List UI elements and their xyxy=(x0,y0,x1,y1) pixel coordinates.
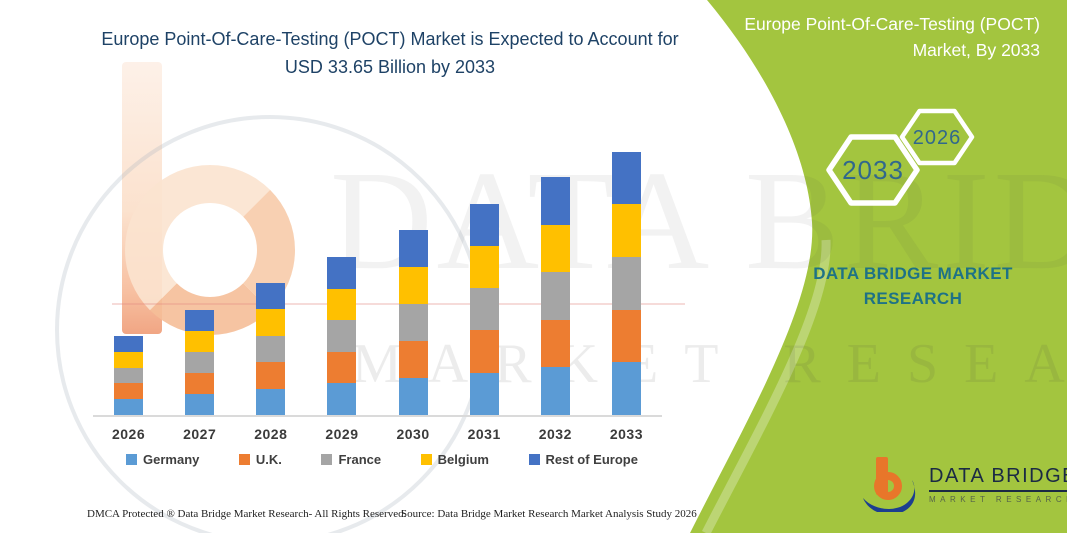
segment-belgium-2032 xyxy=(540,224,570,273)
legend-swatch-icon xyxy=(238,454,250,465)
segment-rest-of-europe-2027 xyxy=(185,310,215,331)
segment-belgium-2028 xyxy=(256,309,286,336)
x-tick-2033: 2033 xyxy=(609,426,644,442)
segment-germany-2027 xyxy=(185,394,215,415)
brand-wordmark-green-area: DATA BRIDGE MARKET RESEARCH xyxy=(813,264,1013,308)
segment-belgium-2033 xyxy=(611,204,641,257)
segment-u-k--2030 xyxy=(398,341,428,378)
segment-belgium-2027 xyxy=(185,331,215,352)
footer-source-text: Source: Data Bridge Market Research Mark… xyxy=(401,508,697,520)
logo-tagline: MARKET RESEARCH xyxy=(929,494,1067,504)
segment-rest-of-europe-2032 xyxy=(540,177,570,225)
legend-swatch-icon xyxy=(321,454,333,465)
segment-rest-of-europe-2026 xyxy=(114,336,144,352)
legend: Germany U.K. France Belgium Rest of Europe xyxy=(126,452,638,467)
legend-swatch-icon xyxy=(528,454,540,465)
bar-2031 xyxy=(449,135,520,415)
segment-u-k--2031 xyxy=(469,330,499,373)
segment-rest-of-europe-2028 xyxy=(256,283,286,310)
legend-label: Germany xyxy=(143,452,200,467)
bar-stack-2033 xyxy=(611,151,641,415)
watermark-text-data-bridge: DATA BRIDGE xyxy=(330,141,1067,299)
legend-label: France xyxy=(338,452,382,467)
bar-stack-2030 xyxy=(398,230,428,415)
segment-france-2031 xyxy=(469,288,499,331)
x-tick-2032: 2032 xyxy=(538,426,572,442)
x-tick-2031: 2031 xyxy=(467,426,501,442)
segment-u-k--2029 xyxy=(327,351,357,384)
segment-rest-of-europe-2033 xyxy=(611,151,641,205)
segment-germany-2031 xyxy=(469,372,499,415)
bar-stack-2026 xyxy=(114,336,144,415)
legend-item-belgium: Belgium xyxy=(420,452,489,467)
segment-u-k--2032 xyxy=(540,319,570,368)
bar-stack-2029 xyxy=(327,257,357,415)
legend-label: U.K. xyxy=(255,452,282,467)
dbmr-logo: DATA BRIDGE MARKET RESEARCH xyxy=(862,456,1067,512)
legend-item-u-k-: U.K. xyxy=(238,452,282,467)
bar-2030 xyxy=(378,135,449,415)
segment-germany-2029 xyxy=(327,383,357,415)
plot-area xyxy=(93,135,662,417)
legend-item-germany: Germany xyxy=(126,452,199,467)
x-tick-2027: 2027 xyxy=(183,426,217,442)
legend-label: Belgium xyxy=(437,452,489,467)
segment-belgium-2029 xyxy=(327,288,357,321)
logo-wordmark: DATA BRIDGE xyxy=(929,465,1067,492)
segment-belgium-2030 xyxy=(398,267,428,304)
legend-swatch-icon xyxy=(126,454,137,465)
segment-germany-2032 xyxy=(540,367,570,415)
segment-rest-of-europe-2029 xyxy=(327,257,357,289)
bar-stack-2028 xyxy=(256,283,286,415)
right-panel-title: Europe Point-Of-Care-Testing (POCT) Mark… xyxy=(744,14,1040,61)
segment-france-2027 xyxy=(185,352,215,373)
logo-b-bowl-shape xyxy=(874,472,902,500)
bar-stack-2031 xyxy=(469,203,499,415)
segment-u-k--2026 xyxy=(114,383,144,400)
x-tick-2026: 2026 xyxy=(111,426,146,442)
bar-stack-2032 xyxy=(540,177,570,415)
segment-france-2033 xyxy=(611,256,641,310)
segment-france-2028 xyxy=(256,335,286,363)
bar-stack-2027 xyxy=(185,310,215,415)
segment-france-2029 xyxy=(327,320,357,352)
bar-2026 xyxy=(93,135,164,415)
segment-rest-of-europe-2031 xyxy=(469,203,499,246)
segment-u-k--2028 xyxy=(256,362,286,389)
segment-belgium-2031 xyxy=(469,245,499,289)
bar-2032 xyxy=(520,135,591,415)
segment-germany-2033 xyxy=(611,362,641,415)
legend-swatch-icon xyxy=(420,454,432,465)
green-panel-edge-highlight xyxy=(701,239,831,533)
bar-2029 xyxy=(306,135,377,415)
segment-germany-2028 xyxy=(256,388,286,415)
segment-france-2026 xyxy=(114,367,144,384)
x-tick-2029: 2029 xyxy=(325,426,359,442)
legend-item-rest-of-europe: Rest of Europe xyxy=(528,452,638,467)
segment-u-k--2033 xyxy=(611,309,641,363)
segment-rest-of-europe-2030 xyxy=(398,230,428,267)
segment-germany-2030 xyxy=(398,378,428,415)
segment-u-k--2027 xyxy=(185,373,215,394)
bar-2033 xyxy=(591,135,662,415)
bar-2027 xyxy=(164,135,235,415)
watermark-underline xyxy=(112,303,685,305)
logo-text-block: DATA BRIDGE MARKET RESEARCH xyxy=(929,465,1067,504)
segment-france-2032 xyxy=(540,272,570,320)
x-axis-labels: 2026 2027 2028 2029 2030 2031 2032 2033 xyxy=(93,426,662,444)
chart-title: Europe Point-Of-Care-Testing (POCT) Mark… xyxy=(101,29,679,77)
bar-2028 xyxy=(235,135,306,415)
legend-item-france: France xyxy=(321,452,381,467)
footer-dmca-text: DMCA Protected ® Data Bridge Market Rese… xyxy=(87,508,407,520)
segment-germany-2026 xyxy=(114,399,144,415)
x-tick-2028: 2028 xyxy=(254,426,288,442)
segment-belgium-2026 xyxy=(114,351,144,368)
segment-france-2030 xyxy=(398,304,428,341)
legend-label: Rest of Europe xyxy=(545,452,638,467)
dbmr-logo-icon xyxy=(863,457,916,512)
x-tick-2030: 2030 xyxy=(396,426,430,442)
